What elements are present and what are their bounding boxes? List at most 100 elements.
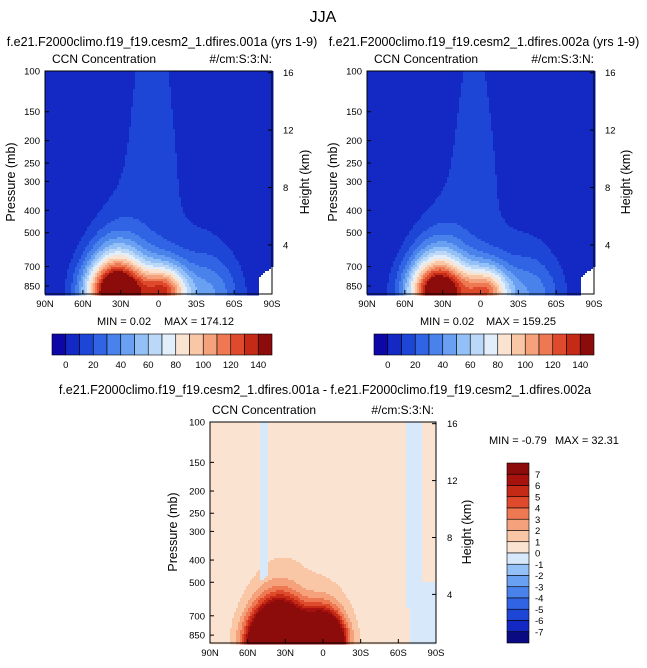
colorbar-swatch (506, 586, 530, 599)
contour-fill-cell (177, 273, 182, 276)
contour-fill-cell (45, 217, 96, 220)
contour-fill-cell (332, 614, 335, 617)
contour-fill-cell (210, 428, 261, 431)
contour-fill-cell (417, 285, 420, 288)
contour-fill-cell (45, 77, 136, 80)
contour-fill-cell (236, 608, 245, 611)
contour-fill-cell (244, 610, 249, 613)
contour-fill-cell (45, 261, 72, 264)
contour-fill-cell (99, 267, 104, 270)
contour-fill-cell (254, 616, 257, 619)
contour-fill-cell (210, 452, 261, 455)
contour-fill-cell (143, 269, 162, 272)
contour-fill-cell (401, 261, 408, 264)
contour-fill-cell (268, 474, 407, 477)
contour-fill-cell (187, 267, 208, 270)
colorbar-swatch (506, 541, 530, 554)
contour-fill-cell (455, 141, 494, 144)
contour-fill-cell (260, 610, 307, 613)
contour-fill-cell (495, 155, 596, 158)
contour-fill-cell (179, 261, 190, 264)
contour-fill-cell (461, 253, 470, 256)
contour-fill-cell (276, 590, 285, 593)
contour-fill-cell (422, 516, 437, 519)
contour-fill-cell (406, 512, 423, 515)
contour-fill-cell (173, 119, 274, 122)
contour-fill-cell (457, 289, 462, 292)
contour-fill-cell (238, 606, 247, 609)
contour-fill-cell (407, 289, 412, 292)
contour-fill-cell (367, 87, 462, 90)
contour-fill-cell (406, 532, 423, 535)
contour-fill-cell (346, 596, 407, 599)
contour-fill-cell (131, 273, 136, 276)
contour-fill-cell (367, 149, 454, 152)
contour-fill-cell (389, 279, 396, 282)
contour-fill-cell (260, 500, 269, 503)
contour-fill-cell (549, 271, 564, 274)
contour-fill-cell (97, 241, 106, 244)
contour-fill-cell (453, 235, 476, 238)
contour-fill-cell (513, 265, 546, 268)
contour-fill-cell (45, 133, 130, 136)
contour-fill-cell (274, 600, 285, 603)
contour-fill-cell (294, 602, 301, 605)
colorbar-label: 140 (250, 360, 266, 371)
contour-fill-cell (405, 275, 410, 278)
contour-fill-cell (406, 492, 423, 495)
contour-fill-cell (367, 253, 398, 256)
contour-fill-cell (290, 596, 299, 599)
contour-fill-cell (422, 492, 437, 495)
contour-fill-cell (145, 263, 164, 266)
contour-fill-cell (238, 602, 249, 605)
contour-fill-cell (260, 550, 269, 553)
contour-fill-cell (265, 271, 274, 274)
contour-fill-cell (455, 259, 462, 262)
contour-fill-cell (348, 636, 351, 639)
contour-fill-cell (409, 231, 424, 234)
contour-fill-cell (284, 594, 295, 597)
contour-fill-cell (149, 271, 170, 274)
contour-fill-cell (340, 602, 351, 605)
contour-fill-cell (422, 570, 437, 573)
contour-fill-cell (344, 624, 347, 627)
contour-fill-cell (485, 77, 596, 80)
contour-fill-cell (139, 269, 144, 272)
contour-fill-cell (105, 273, 110, 276)
contour-fill-cell (425, 271, 428, 274)
contour-fill-cell (260, 510, 269, 513)
contour-fill-cell (45, 191, 114, 194)
contour-fill-cell (89, 225, 106, 228)
contour-fill-cell (268, 528, 407, 531)
contour-fill-cell (45, 81, 136, 84)
contour-fill-cell (367, 199, 436, 202)
contour-fill-cell (521, 281, 542, 284)
contour-fill-cell (567, 289, 582, 292)
contour-fill-cell (409, 285, 412, 288)
colorbar-label: -6 (535, 616, 543, 627)
contour-fill-cell (407, 277, 412, 280)
contour-fill-cell (406, 542, 423, 545)
contour-fill-cell (189, 285, 196, 288)
colorbar-swatch (65, 333, 80, 356)
contour-fill-cell (109, 273, 128, 276)
contour-fill-cell (419, 265, 424, 268)
contour-fill-cell (97, 215, 186, 218)
contour-fill-cell (459, 261, 466, 264)
contour-fill-cell (191, 289, 198, 292)
contour-fill-cell (455, 285, 460, 288)
contour-fill-cell (173, 109, 274, 112)
contour-fill-cell (210, 568, 261, 571)
contour-fill-cell (421, 243, 432, 246)
contour-fill-cell (45, 237, 82, 240)
contour-fill-cell (348, 640, 351, 643)
contour-fill-cell (175, 141, 274, 144)
contour-fill-cell (489, 103, 596, 106)
contour-fill-cell (529, 271, 550, 274)
contour-fill-cell (469, 263, 490, 266)
contour-fill-cell (407, 251, 414, 254)
contour-fill-cell (367, 95, 462, 98)
contour-fill-cell (87, 287, 90, 290)
contour-fill-cell (205, 279, 224, 282)
contour-fill-cell (173, 121, 274, 124)
